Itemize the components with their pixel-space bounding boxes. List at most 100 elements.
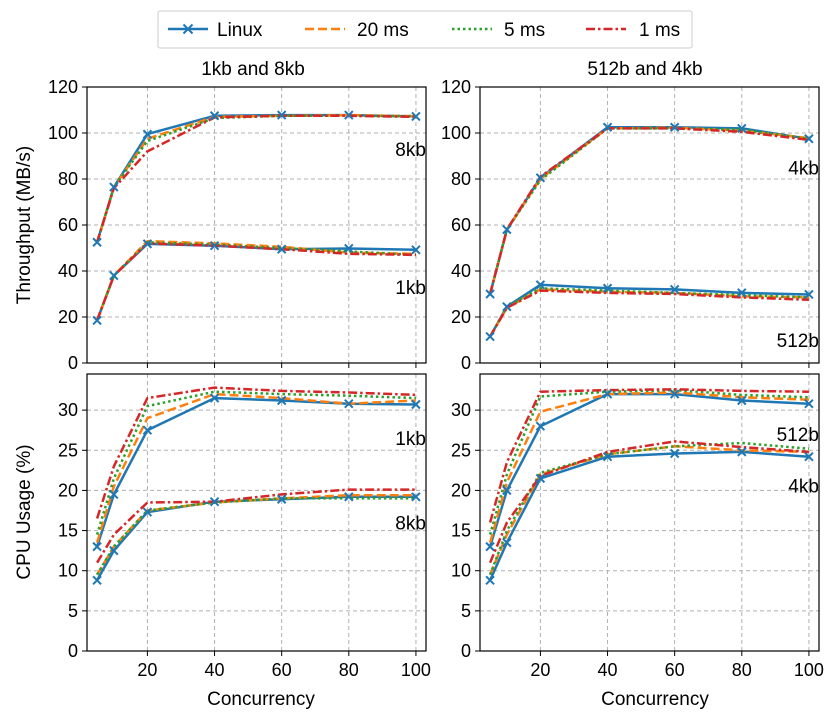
data-point-8kb-linux <box>92 575 102 586</box>
data-point-1kb-linux <box>344 243 354 254</box>
data-point-512b-linux <box>485 541 495 552</box>
data-point-8kb-linux <box>92 237 102 247</box>
annotation-4kb: 4kb <box>788 477 819 498</box>
data-point-4kb-linux <box>804 451 814 462</box>
x-tick-label: 80 <box>339 660 359 680</box>
data-point-8kb-linux <box>209 496 220 507</box>
panel-title-right: 512b and 4kb <box>587 59 702 80</box>
data-point-8kb-linux <box>109 545 119 556</box>
annotation-512b: 512b <box>777 331 819 352</box>
data-point-1kb-linux <box>209 240 220 251</box>
series-line-1kb-1ms <box>95 242 416 321</box>
x-tick-label: 80 <box>732 660 752 680</box>
y-tick-label: 100 <box>48 123 78 143</box>
data-point-8kb-linux <box>142 507 153 517</box>
panel-bottom-right: 0 5 10 15 20 25 30 20 40 60 80 100 512b 4kb <box>451 373 824 680</box>
y-tick-label: 20 <box>451 307 471 327</box>
data-point-512b-linux <box>602 389 613 399</box>
data-point-1kb-linux <box>92 541 102 552</box>
data-point-1kb-linux <box>109 270 119 281</box>
data-point-512b-linux <box>502 301 512 312</box>
series-line-1kb-linux <box>95 396 416 547</box>
series-line-4kb-1ms <box>488 127 810 295</box>
y-tick-label: 100 <box>441 123 471 143</box>
y-tick-label: 0 <box>68 641 78 661</box>
x-axis-title-left: Concurrency <box>207 689 315 710</box>
x-tick-label: 40 <box>598 660 618 680</box>
data-point-512b-linux <box>737 288 747 298</box>
data-point-4kb-linux <box>485 289 495 299</box>
y-tick-label: 0 <box>461 641 471 661</box>
y-tick-label: 5 <box>68 601 78 621</box>
data-point-512b-linux <box>804 289 814 300</box>
x-tick-label: 60 <box>272 660 292 680</box>
annotation-1kb: 1kb <box>395 278 426 299</box>
data-point-1kb-linux <box>276 244 287 254</box>
data-point-4kb-linux <box>737 447 747 457</box>
annotation-512b: 512b <box>777 425 819 446</box>
y-axis-title-throughput: Throughput (MB/s) <box>14 146 35 304</box>
series-line-4kb-1ms <box>488 440 809 564</box>
legend-item-20ms: 20 ms <box>305 20 409 41</box>
series-line-1kb-1ms <box>95 386 416 519</box>
y-tick-label: 40 <box>451 261 471 281</box>
annotation-1kb: 1kb <box>395 429 426 450</box>
data-point-8kb-linux <box>411 111 421 122</box>
plot-frame <box>479 373 820 652</box>
data-point-8kb-linux <box>411 492 421 502</box>
y-tick-label: 25 <box>58 440 78 460</box>
data-point-4kb-linux <box>804 134 814 144</box>
legend-item-linux: Linux <box>168 20 263 41</box>
y-tick-label: 0 <box>68 353 78 373</box>
x-axis-title-right: Concurrency <box>601 689 709 710</box>
x-tick-label: 100 <box>401 660 431 680</box>
data-point-8kb-linux <box>209 111 220 121</box>
x-tick-label: 20 <box>530 660 550 680</box>
series-line-8kb-20ms <box>96 493 416 576</box>
plot-frame <box>86 373 427 652</box>
legend: Linux 20 ms 5 ms 1 ms <box>157 10 693 49</box>
data-point-8kb-linux <box>276 494 287 504</box>
series-line-4kb-20ms <box>488 445 809 576</box>
data-point-512b-linux <box>602 283 613 293</box>
legend-label-5ms: 5 ms <box>504 20 545 41</box>
panel-top-right: 0 20 40 60 80 100 120 4kb 512b <box>441 77 820 373</box>
data-point-8kb-linux <box>142 129 153 139</box>
y-tick-label: 0 <box>461 353 471 373</box>
y-tick-label: 120 <box>48 77 78 97</box>
data-point-512b-linux <box>535 421 546 431</box>
data-point-1kb-linux <box>142 239 153 249</box>
panel-title-left: 1kb and 8kb <box>201 59 305 80</box>
data-point-8kb-linux <box>344 110 354 120</box>
legend-label-linux: Linux <box>217 20 263 41</box>
series-line-1kb-linux <box>95 242 416 321</box>
series-line-1kb-20ms <box>95 392 416 543</box>
panel-top-left: 0 20 40 60 80 100 120 8kb 1kb <box>48 77 427 373</box>
legend-label-1ms: 1 ms <box>639 20 680 41</box>
series-line-4kb-5ms <box>488 441 810 576</box>
legend-item-5ms: 5 ms <box>452 20 545 41</box>
data-point-1kb-linux <box>411 245 421 255</box>
annotation-8kb: 8kb <box>395 140 426 161</box>
plot-frame <box>479 86 820 364</box>
data-point-4kb-linux <box>669 448 680 459</box>
legend-frame <box>157 10 693 49</box>
data-point-1kb-linux <box>142 425 153 435</box>
legend-item-1ms: 1 ms <box>586 20 680 41</box>
data-point-4kb-linux <box>737 123 747 134</box>
data-point-512b-linux <box>737 395 747 406</box>
data-point-1kb-linux <box>92 315 102 326</box>
y-tick-label: 25 <box>451 440 471 460</box>
data-point-512b-linux <box>485 331 495 342</box>
series-line-512b-5ms <box>489 287 809 338</box>
y-tick-label: 20 <box>58 480 78 500</box>
y-tick-label: 80 <box>451 169 471 189</box>
x-tick-label: 60 <box>665 660 685 680</box>
plot-frame <box>86 86 427 364</box>
series-line-4kb-5ms <box>488 127 810 295</box>
data-point-8kb-linux <box>344 492 354 502</box>
data-point-4kb-linux <box>502 537 512 548</box>
y-tick-label: 10 <box>58 561 78 581</box>
data-point-1kb-linux <box>209 393 220 403</box>
